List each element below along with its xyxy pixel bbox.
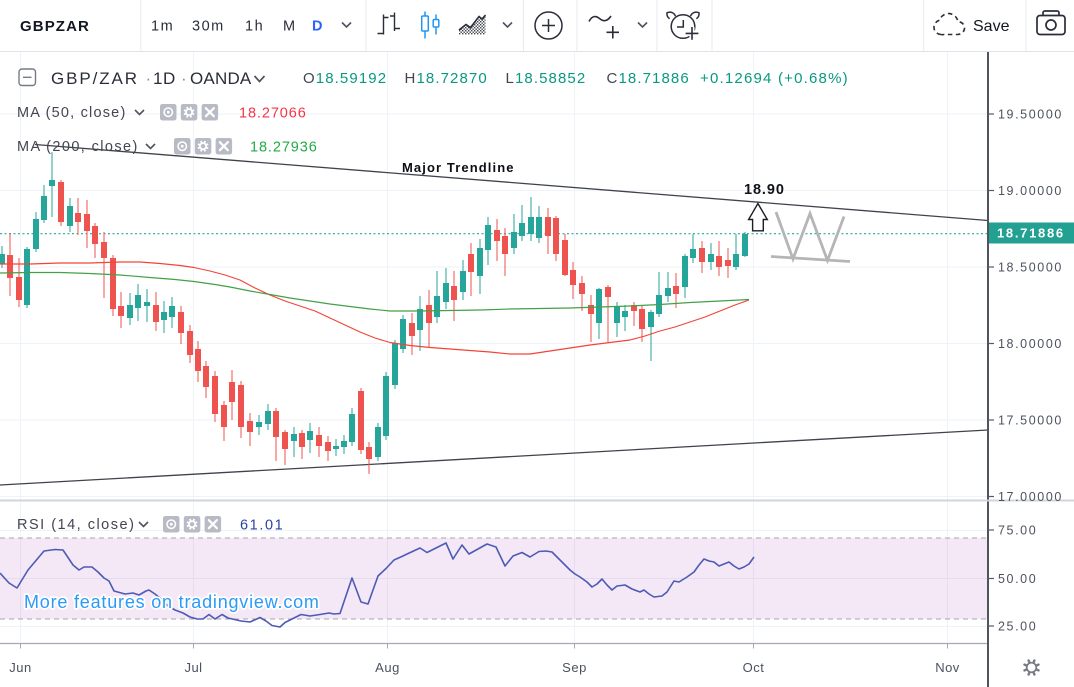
svg-text:OANDA: OANDA	[190, 69, 252, 88]
svg-text:Major Trendline: Major Trendline	[402, 160, 515, 175]
svg-text:More features on tradingview.c: More features on tradingview.com	[24, 592, 320, 612]
svg-text:O18.59192: O18.59192	[303, 70, 387, 87]
svg-text:Jun: Jun	[9, 660, 31, 675]
svg-text:18.27936: 18.27936	[250, 140, 318, 156]
svg-text:MA (50, close): MA (50, close)	[17, 105, 126, 121]
svg-text:Nov: Nov	[935, 660, 960, 675]
svg-text:H18.72870: H18.72870	[405, 70, 488, 87]
svg-text:1m: 1m	[151, 19, 174, 35]
svg-text:61.01: 61.01	[240, 518, 284, 534]
svg-text:18.27066: 18.27066	[239, 106, 307, 122]
svg-text:·: ·	[181, 69, 187, 88]
svg-text:19.50000: 19.50000	[998, 108, 1063, 122]
svg-text:Aug: Aug	[375, 660, 400, 675]
svg-text:18.50000: 18.50000	[998, 261, 1063, 275]
svg-text:Save: Save	[973, 18, 1010, 35]
svg-text:18.71886: 18.71886	[997, 226, 1065, 241]
svg-text:19.00000: 19.00000	[998, 184, 1063, 198]
svg-text:18.00000: 18.00000	[998, 337, 1063, 351]
svg-text:GBP/ZAR: GBP/ZAR	[51, 69, 139, 88]
svg-text:50.00: 50.00	[998, 572, 1037, 586]
svg-text:·: ·	[146, 69, 152, 88]
svg-text:+0.12694 (+0.68%): +0.12694 (+0.68%)	[700, 70, 849, 87]
svg-text:RSI (14, close): RSI (14, close)	[17, 517, 135, 533]
svg-text:30m: 30m	[192, 19, 225, 35]
svg-text:MA (200, close): MA (200, close)	[17, 139, 139, 155]
svg-text:Oct: Oct	[743, 660, 765, 675]
svg-text:Jul: Jul	[184, 660, 202, 675]
svg-text:L18.58852: L18.58852	[506, 70, 587, 87]
svg-text:75.00: 75.00	[998, 524, 1037, 538]
svg-text:M: M	[283, 19, 297, 35]
svg-text:Sep: Sep	[562, 660, 587, 675]
svg-text:D: D	[312, 19, 322, 35]
svg-text:GBPZAR: GBPZAR	[20, 18, 90, 35]
svg-text:1D: 1D	[153, 69, 176, 88]
svg-text:C18.71886: C18.71886	[607, 70, 690, 87]
svg-text:17.50000: 17.50000	[998, 414, 1063, 428]
svg-text:18.90: 18.90	[744, 182, 785, 198]
svg-text:1h: 1h	[245, 19, 264, 35]
svg-text:25.00: 25.00	[998, 620, 1037, 634]
svg-text:17.00000: 17.00000	[998, 490, 1063, 504]
